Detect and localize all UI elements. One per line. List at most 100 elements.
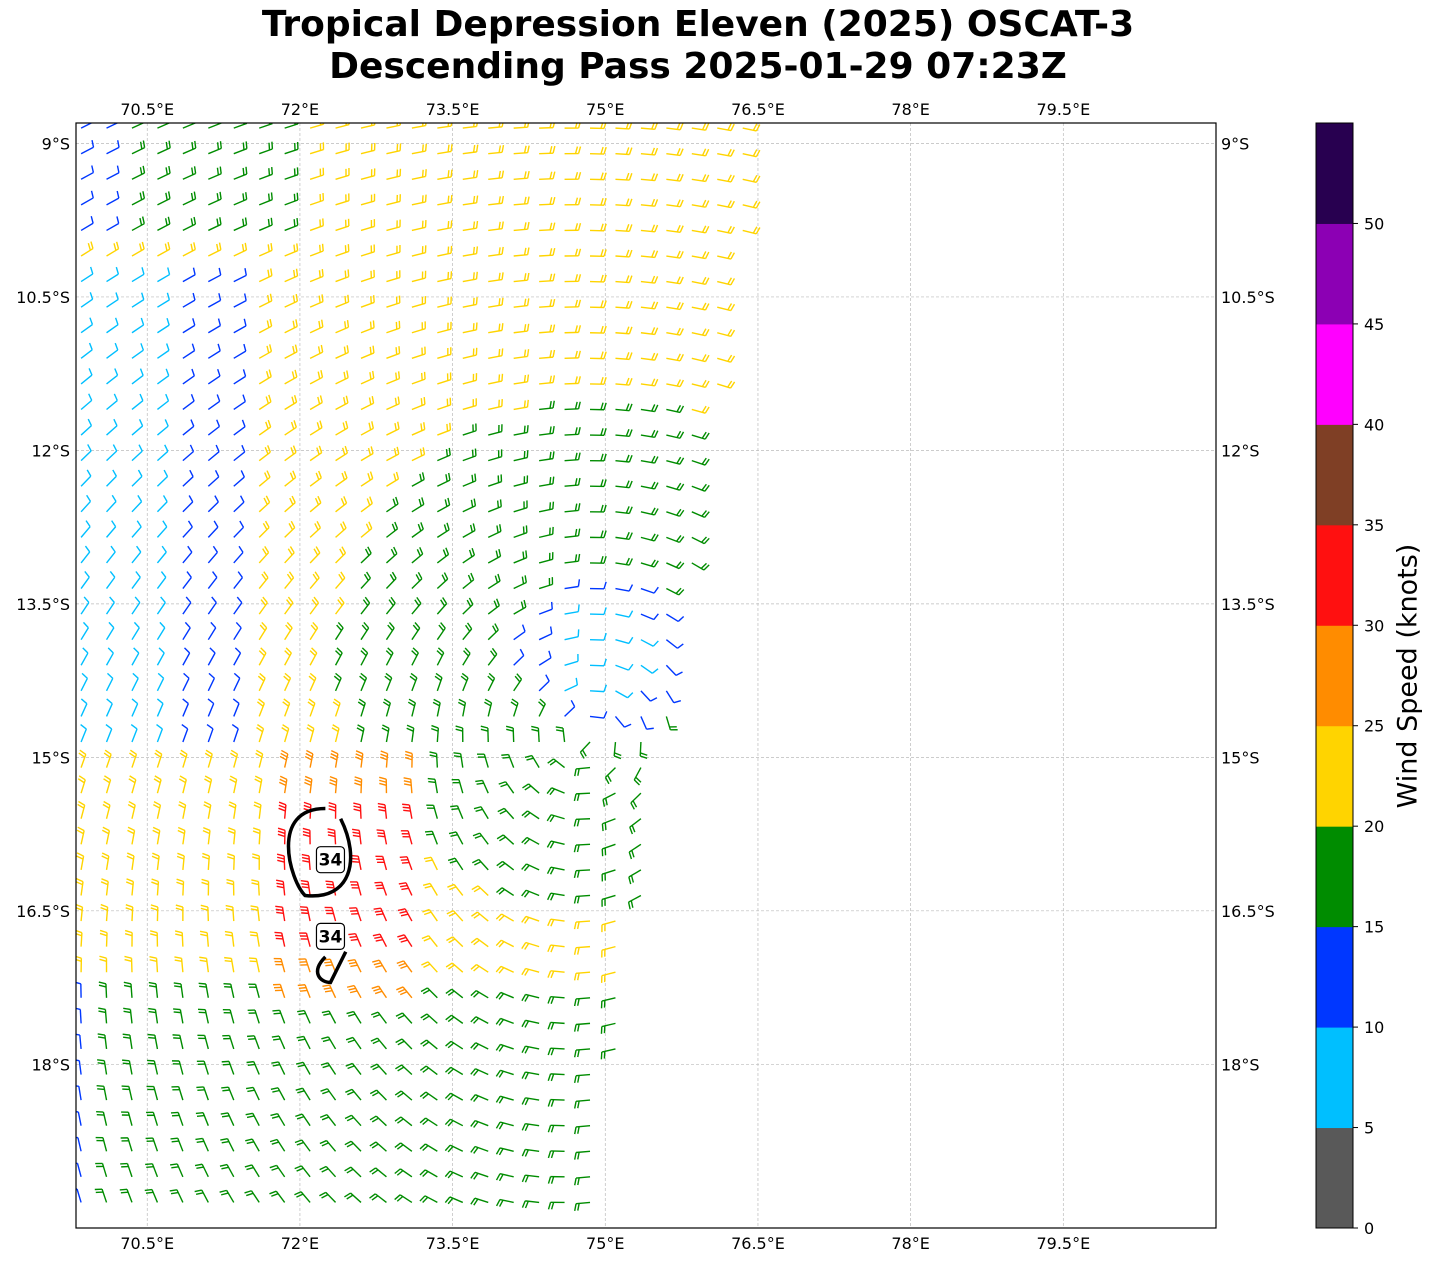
wind-barb: [233, 141, 248, 155]
wind-barb: [146, 1111, 159, 1126]
wind-barb: [488, 195, 505, 206]
wind-barb: [640, 404, 659, 413]
wind-barb: [495, 913, 515, 922]
wind-barb: [513, 123, 530, 129]
wind-barb: [131, 469, 143, 487]
wind-barb: [176, 852, 185, 870]
wind-barb: [106, 444, 118, 462]
wind-barb: [309, 319, 324, 334]
wind-barb: [462, 322, 478, 334]
wind-barb: [182, 242, 196, 257]
wind-barb: [207, 419, 221, 436]
wind-barb: [513, 272, 530, 283]
wind-barb: [539, 247, 556, 257]
wind-barb: [345, 1088, 362, 1101]
colorbar-swatch: [1316, 926, 1353, 1028]
wind-barb: [521, 863, 540, 872]
lat-tick-label-right: 18°S: [1221, 1055, 1260, 1074]
wind-barb: [273, 957, 286, 973]
wind-barb: [513, 599, 527, 615]
wind-barb: [600, 997, 616, 1009]
wind-barb: [233, 495, 245, 513]
wind-barb: [420, 987, 438, 999]
wind-barb: [386, 123, 402, 129]
wind-barb: [372, 933, 388, 947]
wind-barb: [80, 494, 92, 513]
wind-barb: [284, 369, 298, 385]
wind-barb: [179, 749, 188, 768]
wind-barb: [309, 370, 324, 385]
wind-barb: [320, 1088, 337, 1101]
wind-barb: [207, 571, 218, 589]
wind-barb: [102, 800, 111, 819]
wind-barb: [360, 446, 374, 462]
wind-barb: [182, 647, 191, 666]
wind-barb: [666, 250, 684, 259]
wind-barb: [182, 123, 197, 129]
wind-barb: [360, 320, 375, 334]
wind-barb: [206, 724, 214, 743]
wind-barb: [207, 621, 217, 641]
wind-barb: [227, 827, 236, 845]
wind-barb: [547, 1175, 565, 1184]
wind-barb: [251, 879, 260, 896]
wind-barb: [360, 596, 371, 615]
wind-barb: [521, 915, 540, 924]
wind-barb: [717, 277, 736, 286]
wind-barb: [564, 604, 580, 615]
wind-barb: [309, 495, 322, 513]
wind-barb: [258, 571, 269, 589]
lon-tick-label-bottom: 70.5°E: [120, 1234, 174, 1253]
wind-barb: [80, 123, 93, 129]
wind-barb: [691, 536, 710, 545]
wind-barb: [257, 672, 266, 692]
wind-barb: [386, 446, 400, 462]
wind-barb: [182, 292, 196, 308]
wind-barb: [386, 244, 401, 257]
wind-barb: [225, 904, 235, 922]
wind-barb: [590, 351, 607, 360]
wind-barb: [487, 548, 502, 564]
wind-barb: [666, 430, 685, 439]
wind-barb: [395, 1012, 413, 1024]
wind-barb: [398, 882, 413, 896]
wind-barb: [691, 174, 710, 183]
wind-barb: [666, 302, 684, 311]
wind-barb: [204, 749, 213, 768]
wind-barb: [131, 419, 144, 436]
wind-barb: [233, 293, 247, 308]
wind-barb: [640, 250, 659, 259]
contour-label-box: [315, 846, 346, 874]
wind-barb: [420, 1039, 438, 1050]
wind-barb: [573, 1073, 591, 1083]
wind-barb: [98, 1007, 108, 1024]
wind-barb: [666, 587, 685, 596]
wind-barb: [334, 596, 345, 615]
wind-barb: [640, 224, 659, 233]
wind-barb: [131, 292, 145, 308]
wind-barb: [475, 779, 489, 794]
wind-barb: [590, 453, 607, 462]
wind-barb: [589, 146, 607, 155]
wind-barb: [630, 792, 642, 810]
wind-barb: [335, 345, 349, 359]
wind-barb: [80, 596, 90, 615]
wind-barb: [194, 1189, 209, 1203]
wind-barb: [76, 1059, 82, 1075]
wind-barb: [602, 792, 616, 807]
wind-barb: [538, 552, 554, 564]
wind-barb: [411, 123, 427, 129]
wind-barb: [335, 521, 347, 538]
wind-barb: [564, 123, 581, 129]
wind-barb: [513, 648, 525, 666]
wind-barb: [422, 908, 438, 922]
wind-barb: [233, 318, 247, 334]
wind-barb: [521, 810, 540, 820]
wind-barb: [589, 123, 607, 130]
wind-barb: [122, 1033, 133, 1050]
wind-barb: [615, 403, 633, 412]
wind-barb: [246, 1060, 260, 1075]
wind-barb: [419, 1065, 438, 1076]
wind-barb: [640, 664, 659, 674]
wind-barb: [386, 194, 401, 206]
